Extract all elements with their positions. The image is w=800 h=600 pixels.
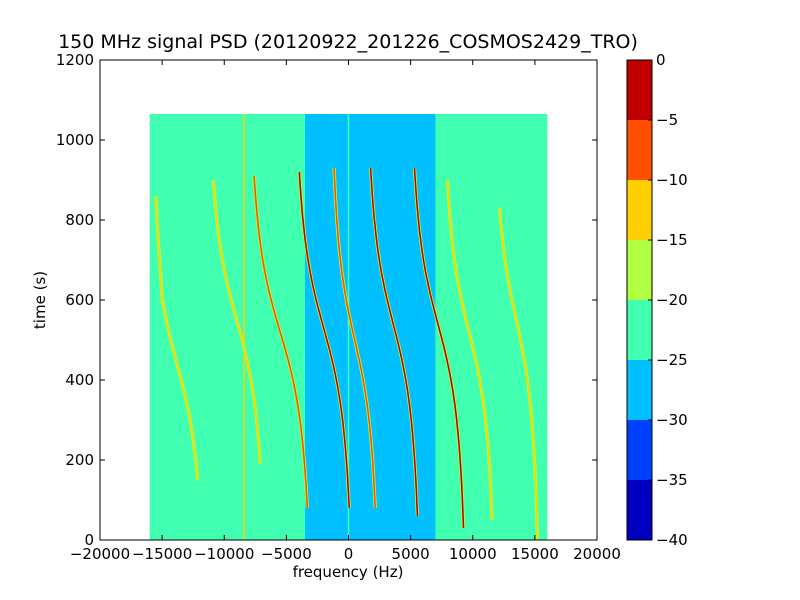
colorbar-tick-label: −5 — [656, 111, 678, 129]
colorbar-segment — [627, 300, 652, 360]
x-tick-label: 5000 — [392, 545, 430, 563]
psd-trace — [212, 179, 261, 465]
colorbar-tick-label: −35 — [656, 471, 688, 489]
chart-title: 150 MHz signal PSD (20120922_201226_COSM… — [58, 31, 638, 53]
axes: −20000 −15000 −10000 −5000 0 5000 10000 15000 20… — [56, 51, 621, 563]
y-tick-label: 0 — [84, 531, 94, 549]
y-tick-label: 1000 — [56, 131, 94, 149]
plot-area — [149, 114, 548, 541]
y-axis-label: time (s) — [31, 271, 49, 329]
psd-trace — [446, 179, 493, 521]
x-tick-label: −10000 — [194, 545, 254, 563]
colorbar-tick-label: −15 — [656, 231, 688, 249]
psd-trace — [498, 207, 539, 541]
psd-trace — [161, 299, 199, 481]
x-tick-label: 15000 — [511, 545, 559, 563]
y-tick-label: 600 — [65, 291, 94, 309]
colorbar-segment — [627, 360, 652, 420]
colorbar-segment — [627, 480, 652, 540]
colorbar-segment — [627, 180, 652, 240]
psd-trace — [369, 167, 419, 517]
y-tick-label: 800 — [65, 211, 94, 229]
psd-trace — [253, 175, 309, 509]
y-tick-label: 200 — [65, 451, 94, 469]
x-tick-label: 20000 — [573, 545, 621, 563]
colorbar-tick-label: −40 — [656, 531, 688, 549]
colorbar-segment — [627, 420, 652, 480]
x-tick-label: −15000 — [132, 545, 192, 563]
psd-trace — [333, 167, 376, 509]
x-tick-label: −5000 — [261, 545, 312, 563]
colorbar-segment — [627, 240, 652, 300]
colorbar: 0 −5 −10 −15 −20 −25 −30 −35 −40 — [626, 51, 688, 549]
colorbar-tick-label: −25 — [656, 351, 688, 369]
psd-trace — [413, 167, 465, 529]
x-tick-label: −20000 — [70, 545, 130, 563]
psd-trace — [298, 171, 350, 509]
colorbar-segment — [627, 60, 652, 120]
psd-trace — [155, 195, 164, 305]
colorbar-tick-label: 0 — [656, 51, 666, 69]
colorbar-tick-label: −10 — [656, 171, 688, 189]
psd-background-region — [435, 114, 548, 540]
y-tick-label: 1200 — [56, 51, 94, 69]
x-tick-label: 10000 — [449, 545, 497, 563]
psd-background-region — [149, 114, 306, 540]
x-axis-label: frequency (Hz) — [293, 563, 404, 581]
x-tick-label: 0 — [344, 545, 354, 563]
y-tick-label: 400 — [65, 371, 94, 389]
colorbar-segment — [627, 120, 652, 180]
colorbar-tick-label: −30 — [656, 411, 688, 429]
colorbar-tick-label: −20 — [656, 291, 688, 309]
